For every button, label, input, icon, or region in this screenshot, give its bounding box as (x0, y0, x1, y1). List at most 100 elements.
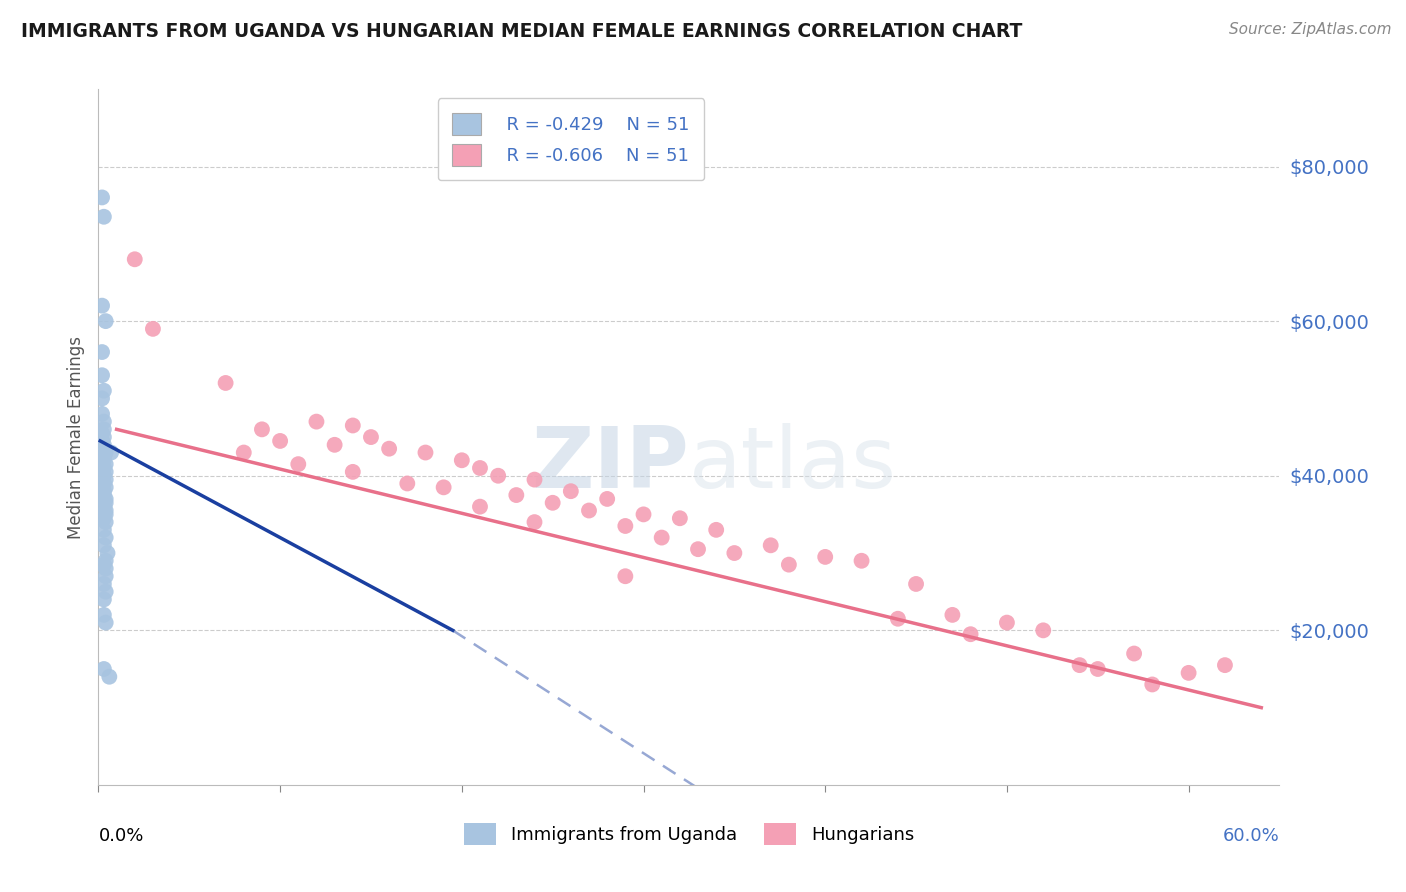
Point (523, 515, 546, 529)
Point (1213, 658, 1236, 673)
Point (704, 523, 727, 537)
Point (1177, 665, 1199, 680)
Point (759, 538, 782, 552)
Point (98, 670, 121, 684)
Point (596, 491, 619, 506)
Point (94, 584, 117, 599)
Point (91, 190, 114, 204)
Point (450, 453, 472, 467)
Point (94, 465, 117, 479)
Point (93, 488, 115, 502)
Point (93, 484, 115, 499)
Point (91, 345, 114, 359)
Point (93, 662, 115, 676)
Point (94, 457, 117, 471)
Text: 60.0%: 60.0% (1223, 827, 1279, 845)
Point (851, 554, 873, 568)
Point (94, 473, 117, 487)
Point (93, 422, 115, 436)
Point (250, 422, 273, 436)
Point (93, 558, 115, 572)
Point (93, 453, 115, 467)
Point (94, 445, 117, 459)
Point (94, 569, 117, 583)
Legend: Immigrants from Uganda, Hungarians: Immigrants from Uganda, Hungarians (457, 816, 921, 853)
Point (342, 418, 364, 433)
Point (94, 491, 117, 506)
Point (378, 442, 401, 456)
Point (94, 515, 117, 529)
Point (94, 503, 117, 517)
Point (287, 457, 309, 471)
Point (887, 612, 910, 626)
Point (433, 480, 456, 494)
Text: ZIP: ZIP (531, 424, 689, 507)
Point (614, 569, 637, 583)
Text: 0.0%: 0.0% (98, 827, 143, 845)
Point (1123, 647, 1146, 661)
Point (94, 561, 117, 575)
Point (93, 607, 115, 622)
Point (305, 415, 328, 429)
Point (669, 511, 692, 525)
Point (468, 500, 491, 514)
Point (93, 442, 115, 456)
Point (91, 392, 114, 406)
Point (93, 476, 115, 491)
Point (93, 577, 115, 591)
Point (93, 210, 115, 224)
Point (633, 508, 655, 522)
Point (651, 531, 673, 545)
Point (93, 538, 115, 552)
Point (93, 461, 115, 475)
Point (959, 627, 981, 641)
Point (93, 415, 115, 429)
Point (93, 592, 115, 607)
Point (360, 430, 382, 444)
Point (778, 558, 800, 572)
Point (91, 434, 114, 448)
Point (93, 384, 115, 398)
Point (578, 503, 600, 517)
Point (142, 322, 165, 336)
Point (96, 546, 118, 560)
Point (415, 445, 437, 459)
Point (686, 542, 709, 557)
Y-axis label: Median Female Earnings: Median Female Earnings (66, 335, 84, 539)
Point (995, 615, 1018, 630)
Point (323, 438, 346, 452)
Text: IMMIGRANTS FROM UGANDA VS HUNGARIAN MEDIAN FEMALE EARNINGS CORRELATION CHART: IMMIGRANTS FROM UGANDA VS HUNGARIAN MEDI… (21, 22, 1022, 41)
Point (94, 496, 117, 510)
Point (232, 445, 254, 459)
Point (523, 473, 546, 487)
Point (94, 615, 117, 630)
Point (723, 546, 745, 560)
Point (814, 549, 837, 564)
Text: atlas: atlas (689, 424, 897, 507)
Point (505, 488, 527, 502)
Point (93, 450, 115, 464)
Point (93, 523, 115, 537)
Point (93, 511, 115, 525)
Point (486, 468, 509, 483)
Point (94, 531, 117, 545)
Point (93, 468, 115, 483)
Point (93, 438, 115, 452)
Point (560, 484, 582, 499)
Point (468, 461, 491, 475)
Point (941, 607, 963, 622)
Point (1069, 658, 1091, 673)
Point (94, 314, 117, 328)
Point (93, 430, 115, 444)
Point (1142, 677, 1164, 691)
Point (94, 508, 117, 522)
Point (396, 476, 419, 491)
Point (1032, 624, 1054, 638)
Point (93, 500, 115, 514)
Point (91, 426, 114, 441)
Point (614, 519, 637, 533)
Point (342, 465, 364, 479)
Point (94, 554, 117, 568)
Point (100, 445, 122, 459)
Text: Source: ZipAtlas.com: Source: ZipAtlas.com (1229, 22, 1392, 37)
